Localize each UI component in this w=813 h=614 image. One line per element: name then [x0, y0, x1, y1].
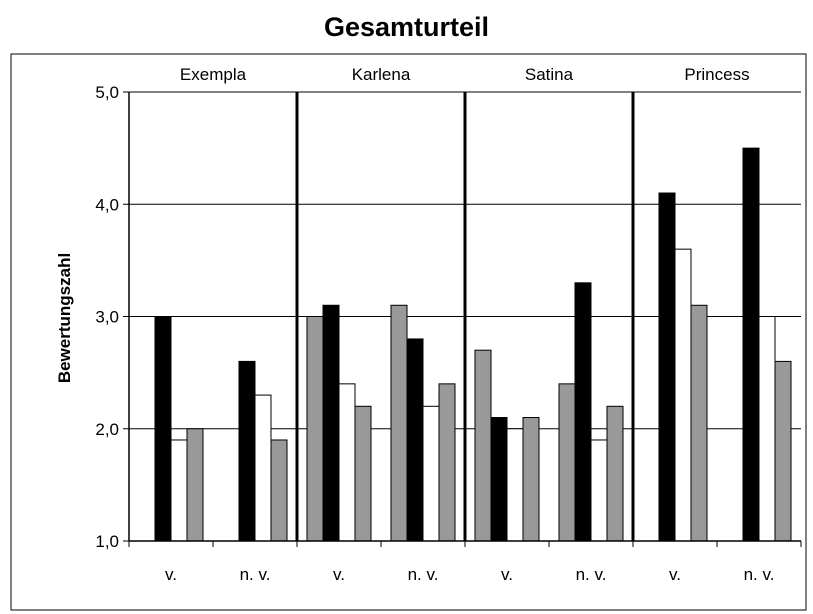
bar: [674, 248, 692, 542]
bar: [322, 304, 340, 542]
labels: 1,0 2,0 3,0 4,0 5,0 Exempla v. n. v. Karlena v. n.…: [95, 65, 774, 584]
y-tick-label: 2,0: [95, 420, 119, 439]
bar: [270, 439, 288, 542]
group-separators: [295, 92, 635, 541]
bar: [170, 439, 188, 542]
bar: [590, 439, 608, 542]
x-tick-label: n. v.: [576, 565, 607, 584]
bar: [254, 394, 272, 542]
bar: [658, 192, 676, 542]
bar: [422, 405, 440, 542]
y-tick-label: 3,0: [95, 308, 119, 327]
x-tick-label: n. v.: [408, 565, 439, 584]
chart-title: Gesamturteil: [323, 12, 490, 42]
bar: [774, 360, 792, 542]
bar: [390, 304, 408, 542]
bar: [306, 316, 324, 542]
bar: [574, 282, 592, 542]
x-tick-label: n. v.: [240, 565, 271, 584]
bar: [474, 349, 492, 542]
group-label: Satina: [525, 65, 574, 84]
bar: [558, 383, 576, 542]
x-tick-label: v.: [165, 565, 177, 584]
y-tick-label: 4,0: [95, 195, 119, 214]
bar: [186, 428, 204, 542]
bar: [238, 360, 256, 542]
bar: [354, 405, 372, 542]
group-label: Princess: [684, 65, 749, 84]
bar: [154, 316, 172, 542]
bar: [742, 147, 760, 542]
x-tick-label: v.: [669, 565, 681, 584]
group-label: Exempla: [180, 65, 247, 84]
x-tick-label: n. v.: [744, 565, 775, 584]
bar: [406, 338, 424, 542]
x-tick-label: v.: [333, 565, 345, 584]
bar: [338, 383, 356, 542]
x-tick-label: v.: [501, 565, 513, 584]
chart-area-border: [10, 53, 807, 611]
bars: [154, 147, 792, 542]
axes: [123, 91, 802, 547]
bar: [606, 405, 624, 542]
bar: [522, 417, 540, 542]
bar: [506, 428, 524, 542]
y-tick-label: 5,0: [95, 83, 119, 102]
bar: [490, 417, 508, 542]
bar: [758, 316, 776, 542]
y-axis-label: Bewertungszahl: [55, 253, 74, 383]
bar: [690, 304, 708, 542]
group-label: Karlena: [352, 65, 411, 84]
y-tick-label: 1,0: [95, 532, 119, 551]
bar: [438, 383, 456, 542]
